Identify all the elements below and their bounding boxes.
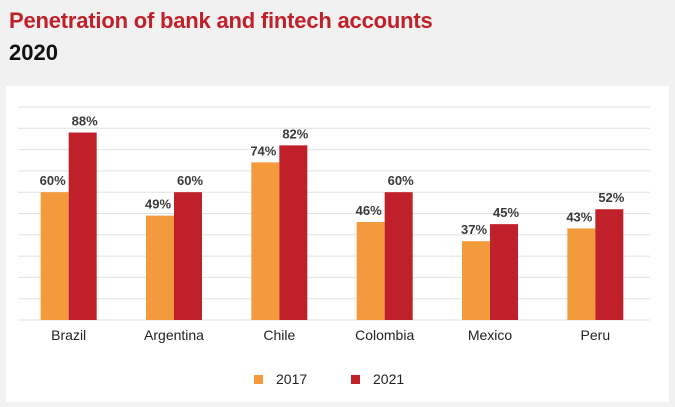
data-label-2017-argentina: 49% [145,197,171,212]
category-label-chile: Chile [263,327,295,343]
bar-2017-mexico [462,241,490,320]
data-label-2021-peru: 52% [598,190,624,205]
bar-2017-brazil [40,192,69,320]
legend-swatch-2017 [254,375,263,384]
data-label-2021-argentina: 60% [177,173,203,188]
data-label-2021-colombia: 60% [388,173,414,188]
data-label-2021-mexico: 45% [493,205,519,220]
bar-2021-peru [595,209,624,320]
chart-card: 60% 88% 49% 60% 74% 82% 46% 60% 37% 45% 43% 52% Bra… [6,86,669,402]
data-label-2017-chile: 74% [250,143,276,158]
bar-2017-colombia [356,222,385,320]
bar-2017-chile [251,162,280,320]
legend: 2017 2021 [254,371,404,387]
bar-2017-argentina [146,215,174,320]
category-label-mexico: Mexico [468,327,513,343]
category-label-colombia: Colombia [355,327,414,343]
grid-lines [18,106,650,321]
category-label-peru: Peru [581,327,611,343]
category-label-argentina: Argentina [144,327,204,343]
data-label-2017-mexico: 37% [461,222,487,237]
data-label-2021-brazil: 88% [72,114,98,129]
legend-label-2021: 2021 [373,371,404,387]
data-labels: 60% 88% 49% 60% 74% 82% 46% 60% 37% 45% 43% 52% [40,114,625,238]
bar-2017-peru [567,228,596,320]
category-label-brazil: Brazil [51,327,86,343]
bar-chart: 60% 88% 49% 60% 74% 82% 46% 60% 37% 45% 43% 52% Bra… [18,106,650,387]
chart-subtitle: 2020 [9,40,58,65]
data-label-2021-chile: 82% [282,126,308,141]
chart-header: Penetration of bank and fintech accounts… [0,0,675,78]
bars [40,132,624,320]
legend-label-2017: 2017 [276,371,307,387]
category-labels: Brazil Argentina Chile Colombia Mexico Peru [51,327,610,343]
bar-2021-colombia [384,192,413,320]
legend-swatch-2021 [351,375,360,384]
data-label-2017-brazil: 60% [40,173,66,188]
bar-2021-mexico [490,224,518,320]
data-label-2017-colombia: 46% [356,203,382,218]
bar-2021-brazil [68,132,97,320]
bar-2021-argentina [174,192,202,320]
chart-title: Penetration of bank and fintech accounts [9,8,433,33]
data-label-2017-peru: 43% [566,209,592,224]
bar-2021-chile [279,145,308,320]
